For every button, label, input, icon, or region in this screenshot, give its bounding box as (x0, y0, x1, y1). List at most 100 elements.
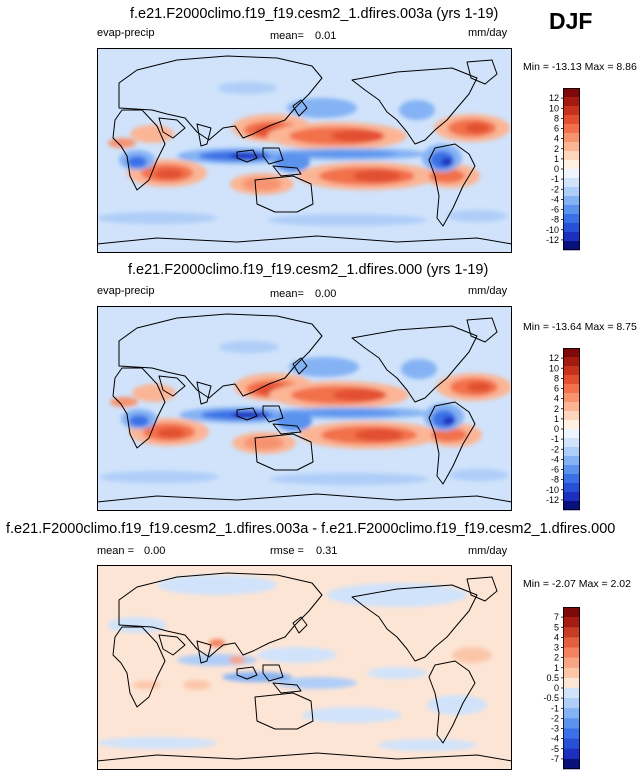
colorbar-tick-label: -2 (551, 184, 559, 194)
colorbar-tick-label: -1 (551, 434, 559, 444)
panel2-units: mm/day (468, 285, 508, 297)
panel3-minmax: Min = -2.07 Max = 2.02 (523, 578, 631, 590)
colorbar-swatch (563, 758, 580, 770)
colorbar-tick-label: -4 (551, 194, 559, 204)
map-frame (97, 565, 512, 770)
colorbar-swatch (563, 438, 580, 448)
coastline (118, 55, 323, 141)
coastline (466, 317, 498, 343)
coastline (262, 147, 284, 165)
colorbar-tick-label: 2 (554, 404, 559, 414)
colorbar-swatch (563, 124, 580, 134)
colorbar-swatch (563, 667, 580, 679)
field-contour (127, 156, 147, 168)
coastline (158, 117, 186, 139)
field-contour (257, 647, 337, 663)
colorbar-tick-label: 4 (554, 632, 559, 642)
colorbar-swatch (563, 738, 580, 750)
field-contour (183, 680, 211, 690)
colorbar-swatch (563, 348, 580, 358)
colorbar-tick-label: -6 (551, 205, 559, 215)
colorbar-frame (563, 607, 580, 769)
field-contour (231, 412, 267, 418)
field-contour (447, 210, 507, 222)
field-contour (431, 428, 467, 442)
coastline (272, 165, 302, 177)
panel1-minmax: Min = -13.13 Max = 8.86 (523, 61, 637, 73)
panel2-mean-label: mean= (270, 288, 304, 300)
field-contour (327, 583, 467, 607)
coastline (118, 572, 323, 658)
colorbar-swatch (563, 142, 580, 152)
field-contour (467, 382, 491, 392)
colorbar-swatch (563, 627, 580, 638)
colorbar-swatch (563, 607, 580, 618)
colorbar-swatch (563, 196, 580, 206)
field-contour (108, 138, 136, 148)
panel1-variable: evap-precip (97, 27, 155, 39)
colorbar-swatch (563, 169, 580, 179)
field-contour (217, 82, 277, 94)
colorbar-tick-label: 1 (554, 414, 559, 424)
coastline (466, 576, 498, 602)
colorbar-swatch (563, 133, 580, 143)
colorbar-swatch (563, 393, 580, 403)
colorbar-swatch (563, 97, 580, 107)
colorbar-tick-label: 10 (549, 363, 559, 373)
colorbar-tick-label: 0 (554, 683, 559, 693)
field-contour (353, 170, 401, 182)
field-contour (399, 100, 435, 120)
panel1-mean-value: 0.01 (315, 30, 337, 42)
coastline (262, 664, 284, 682)
panel2-map (97, 306, 512, 511)
coastline (351, 67, 478, 145)
field-contour (277, 677, 357, 689)
coastline (112, 109, 166, 191)
colorbar-tick-label: 0 (554, 164, 559, 174)
colorbar-tick-label: -3 (551, 724, 559, 734)
field-contour (97, 212, 217, 224)
coastline (428, 660, 476, 744)
field-contour (269, 473, 429, 485)
colorbar-tick-label: -1 (551, 174, 559, 184)
panel2-mean-value: 0.00 (315, 288, 337, 300)
colorbar-tick-label: -7 (551, 754, 559, 764)
colorbar-swatch (563, 106, 580, 116)
colorbar-tick-label: 8 (554, 113, 559, 123)
colorbar-tick-label: -5 (551, 744, 559, 754)
colorbar-swatch (563, 465, 580, 475)
field-contour (427, 695, 487, 715)
coastline (196, 123, 212, 147)
field-contour (377, 739, 477, 751)
panel3-units: mm/day (468, 545, 508, 557)
colorbar-swatch (563, 223, 580, 233)
colorbar-swatch (563, 677, 580, 689)
colorbar-tick-label: -8 (551, 475, 559, 485)
coastline (97, 752, 512, 762)
colorbar-swatch (563, 420, 580, 430)
colorbar-tick-label: -0.5 (543, 693, 559, 703)
colorbar-swatch (563, 708, 580, 719)
colorbar-swatch (563, 637, 580, 648)
colorbar-swatch (563, 688, 580, 699)
coastline (97, 235, 512, 245)
field-contour (157, 575, 277, 595)
panel3-mean-label: mean = (97, 545, 134, 557)
field-contour (209, 639, 225, 647)
panel1-units: mm/day (468, 27, 508, 39)
colorbar-tick-label: -2 (551, 713, 559, 723)
colorbar-swatch (563, 657, 580, 669)
colorbar-tick-label: -1 (551, 703, 559, 713)
colorbar-tick-label: 12 (549, 93, 559, 103)
colorbar-tick-label: 10 (549, 103, 559, 113)
coastline (262, 405, 284, 423)
colorbar-swatch (563, 492, 580, 502)
field-contour (107, 617, 167, 633)
colorbar-swatch (563, 718, 580, 729)
coastline (292, 99, 308, 117)
field-contour (287, 98, 357, 118)
field-contour (452, 647, 492, 663)
field-contour (429, 169, 465, 183)
coastline (292, 616, 308, 634)
